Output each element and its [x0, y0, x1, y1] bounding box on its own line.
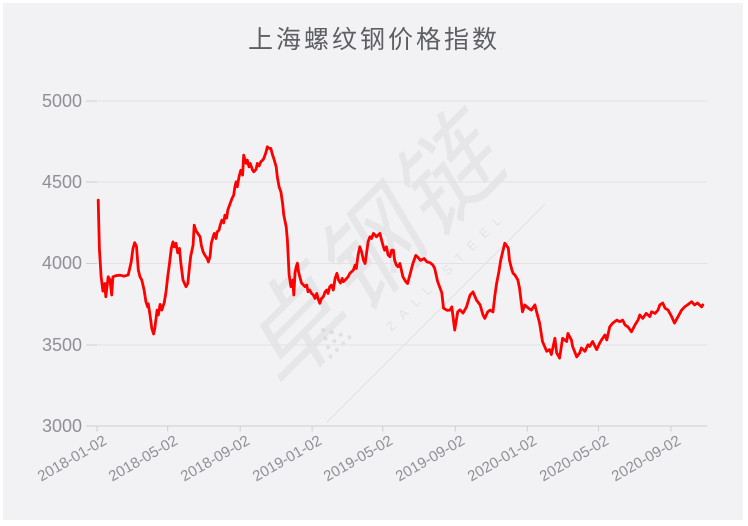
y-axis-label-3000: 3000	[41, 416, 82, 436]
gridlines	[97, 100, 707, 346]
x-axis-ticks	[96, 426, 672, 432]
y-axis-label-4500: 4500	[41, 172, 82, 192]
y-axis-label-5000: 5000	[41, 91, 82, 111]
watermark-line	[326, 203, 546, 423]
chart-card	[3, 3, 743, 520]
y-axis-ticks	[86, 100, 97, 427]
price-line[interactable]	[96, 145, 705, 360]
watermark-cn-text: 卓钢链	[216, 91, 535, 410]
y-axis-label-3500: 3500	[41, 335, 82, 355]
chart-title: 上海螺纹钢价格指数	[247, 26, 500, 54]
y-axis-label-4000: 4000	[41, 253, 82, 273]
watermark: 卓钢链 ZALL STEEL	[216, 91, 546, 423]
